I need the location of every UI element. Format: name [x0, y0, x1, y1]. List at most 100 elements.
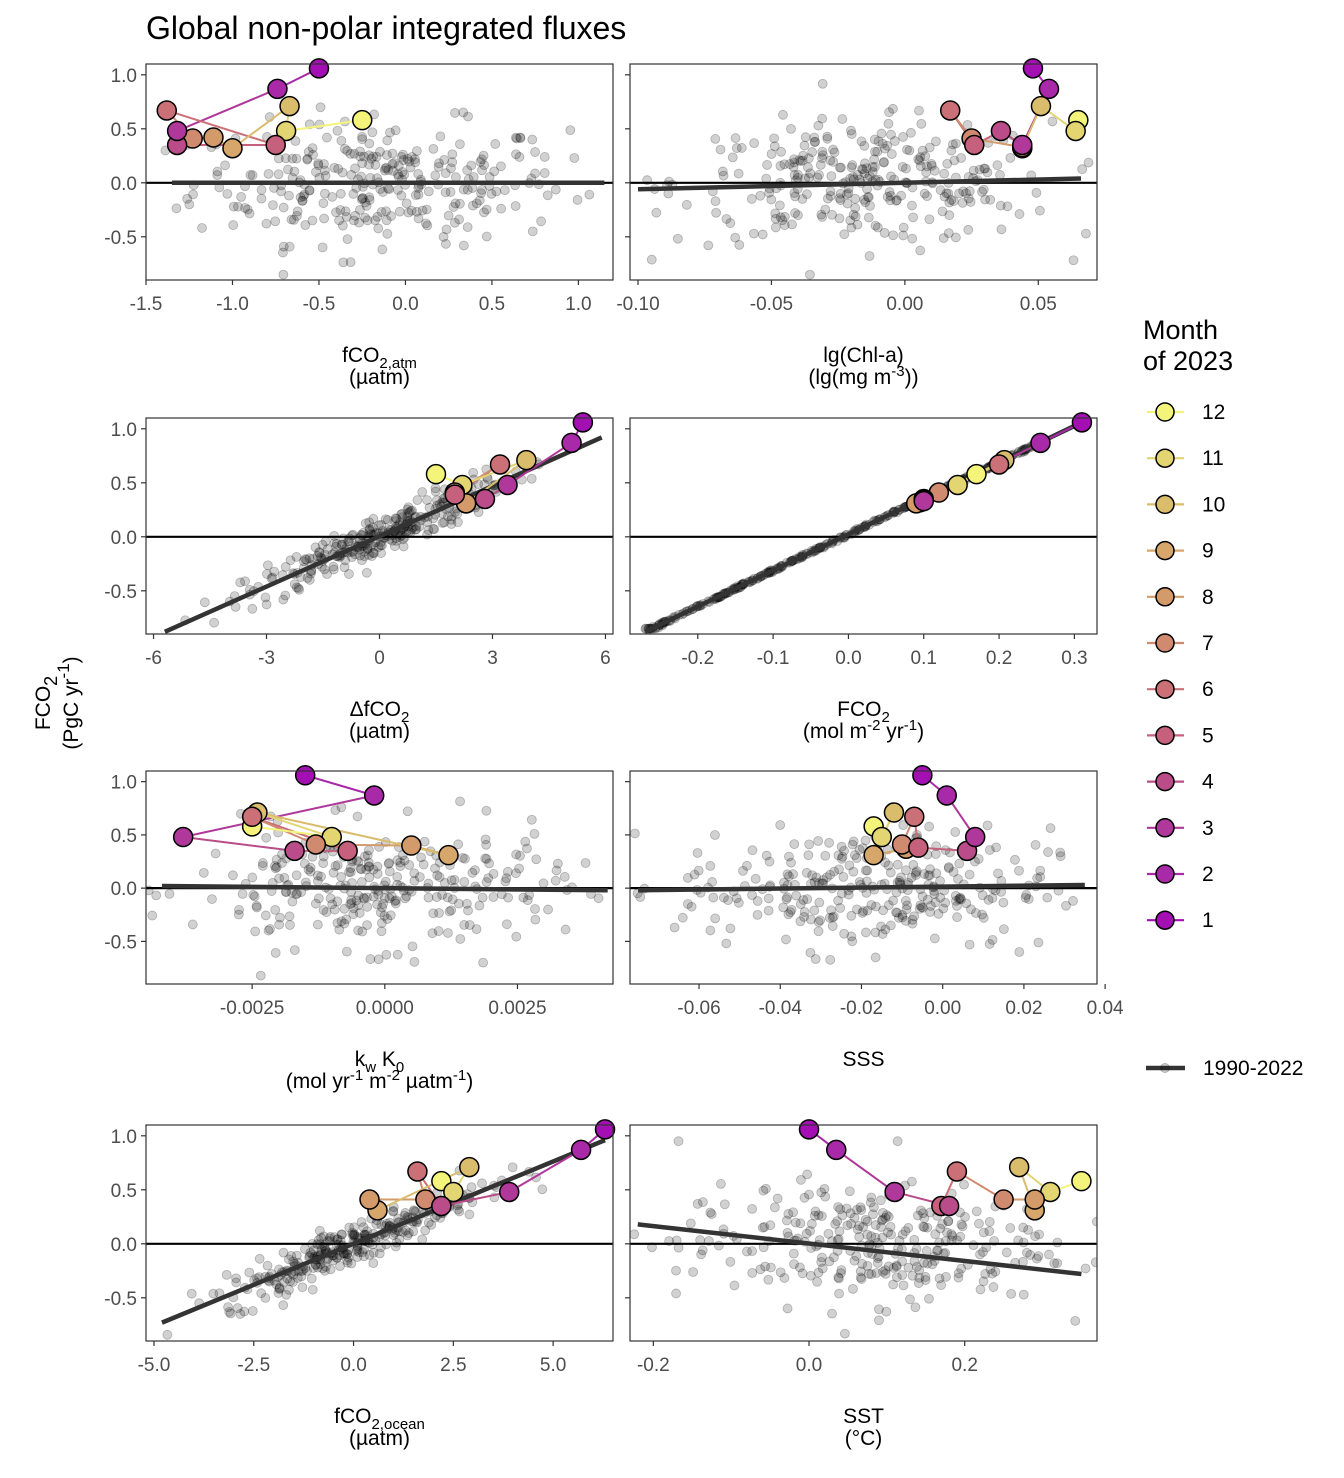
- data-point: [856, 1274, 867, 1284]
- data-point: [536, 216, 547, 227]
- data-point: [762, 160, 772, 170]
- data-point: [866, 1192, 877, 1203]
- data-point: [473, 507, 484, 518]
- data-point: [458, 184, 469, 195]
- data-point: [805, 1225, 815, 1236]
- data-point: [335, 1261, 345, 1272]
- data-point: [848, 866, 859, 877]
- month-path-segment: [441, 1190, 510, 1207]
- data-point: [531, 854, 542, 865]
- data-point: [344, 1222, 355, 1233]
- data-point: [362, 215, 373, 226]
- data-point: [284, 911, 295, 922]
- month-point-10: [516, 449, 537, 471]
- data-point: [891, 1260, 902, 1271]
- data-point: [275, 912, 285, 923]
- data-point: [283, 164, 293, 175]
- data-point: [357, 555, 367, 566]
- x-tick-label: 0.00: [924, 998, 961, 1019]
- data-point: [452, 517, 463, 528]
- month-path-segment: [176, 87, 278, 132]
- data-point: [987, 1268, 998, 1279]
- data-point: [783, 1209, 794, 1219]
- month-point-2: [1030, 432, 1051, 454]
- data-point: [782, 892, 793, 903]
- data-point: [386, 891, 397, 902]
- data-point: [876, 1215, 887, 1226]
- data-point: [922, 161, 932, 172]
- data-point: [954, 893, 965, 904]
- data-point: [759, 1222, 770, 1232]
- data-point: [357, 131, 368, 142]
- data-point: [793, 210, 803, 221]
- y-axis-label: FCO2 (PgC yr-1): [32, 656, 83, 749]
- data-point: [245, 170, 256, 180]
- data-point: [368, 1258, 379, 1269]
- data-point: [559, 871, 570, 882]
- data-point: [346, 169, 357, 180]
- data-point: [233, 201, 243, 212]
- data-point: [798, 150, 809, 161]
- x-axis-unit: (mol yr-1 m-2 µatm-1): [286, 1067, 473, 1093]
- data-point: [898, 230, 909, 241]
- data-point: [718, 170, 729, 181]
- data-point: [803, 153, 814, 164]
- data-point: [421, 218, 431, 229]
- data-point: [872, 222, 883, 233]
- data-point: [355, 204, 365, 215]
- data-point: [376, 207, 387, 217]
- data-point: [320, 188, 330, 199]
- data-point: [381, 215, 392, 226]
- month-point-2: [570, 1139, 592, 1161]
- data-point: [807, 870, 818, 881]
- data-point: [801, 1228, 812, 1239]
- data-point: [329, 538, 340, 548]
- data-point: [312, 870, 323, 881]
- data-point: [377, 187, 388, 197]
- data-point: [843, 188, 854, 199]
- x-axis-unit: (mol m-2 yr-1): [803, 717, 924, 743]
- data-point: [331, 207, 341, 218]
- data-point: [671, 1265, 681, 1276]
- data-point: [411, 524, 422, 535]
- data-point: [542, 190, 553, 201]
- data-point: [965, 197, 976, 207]
- data-point: [933, 908, 944, 919]
- data-point: [1030, 839, 1041, 850]
- background-points: [160, 102, 595, 280]
- data-point: [878, 1266, 888, 1277]
- data-point: [342, 1249, 352, 1260]
- data-point: [446, 875, 457, 886]
- data-point: [922, 1258, 933, 1269]
- data-point: [770, 208, 781, 219]
- data-point: [477, 1178, 487, 1189]
- data-point: [1168, 1270, 1177, 1279]
- data-point: [280, 561, 291, 572]
- data-point: [924, 142, 935, 153]
- data-point: [819, 1183, 830, 1194]
- data-point: [376, 918, 387, 928]
- data-point: [995, 170, 1005, 180]
- data-point: [364, 150, 374, 161]
- data-point: [384, 866, 395, 877]
- data-point: [530, 914, 541, 925]
- data-point: [903, 1223, 914, 1233]
- data-point: [789, 154, 800, 165]
- data-point: [362, 892, 372, 903]
- panel-border: [629, 63, 1098, 281]
- data-point: [409, 875, 420, 886]
- data-point: [955, 1231, 966, 1242]
- data-point: [286, 214, 297, 225]
- data-point: [803, 850, 814, 861]
- data-point: [1090, 1257, 1097, 1268]
- data-point: [839, 1328, 850, 1339]
- y-tick-label: 0.5: [111, 1181, 137, 1202]
- month-point-1: [308, 58, 330, 79]
- data-point: [872, 146, 883, 157]
- data-point: [964, 869, 975, 880]
- data-point: [358, 1222, 369, 1233]
- data-point: [355, 550, 365, 561]
- data-point: [417, 487, 428, 497]
- month-path-segment: [183, 836, 295, 852]
